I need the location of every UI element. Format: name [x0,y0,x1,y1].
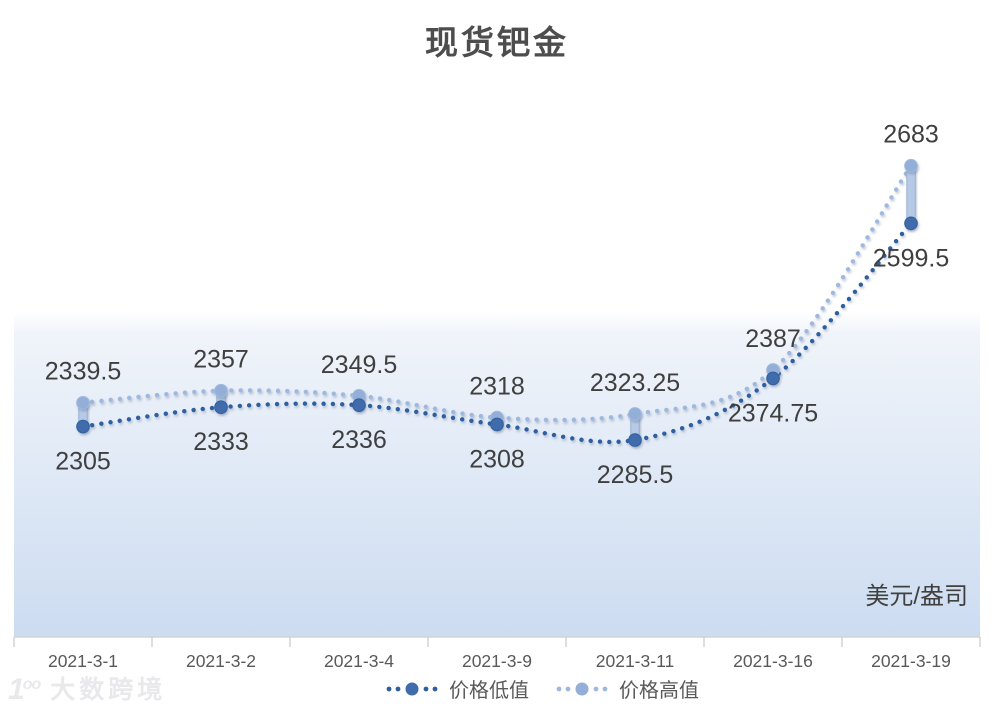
data-label-high: 2349.5 [321,351,397,379]
marker-low [628,433,642,447]
data-label-high: 2683 [883,121,939,149]
watermark: 1oo 大数跨境 [8,672,167,706]
data-label-low: 2374.75 [728,399,818,427]
x-axis-label: 2021-3-4 [324,651,394,671]
data-label-low: 2308 [469,445,525,473]
data-label-low: 2285.5 [597,461,673,489]
data-label-high: 2323.25 [590,369,680,397]
x-axis-label: 2021-3-9 [462,651,532,671]
x-axis-label: 2021-3-16 [733,651,813,671]
marker-high [628,407,642,421]
watermark-text: 大数跨境 [50,676,167,704]
marker-low [214,400,228,415]
marker-low [766,371,780,386]
data-label-high: 2339.5 [45,358,121,386]
x-axis-label: 2021-3-1 [48,651,118,671]
chart-title: 现货钯金 [425,24,569,61]
data-label-low: 2333 [193,428,249,456]
x-axis-label: 2021-3-2 [186,651,256,671]
data-label-high: 2387 [745,325,801,353]
x-axis-label: 2021-3-11 [596,651,675,671]
data-label-high: 2318 [469,373,525,401]
chart-legend: 价格低值 价格高值 [0,674,994,703]
legend-swatch-high-icon [556,682,608,695]
marker-low [76,419,90,434]
watermark-logo: 1oo [8,673,41,706]
marker-low [904,216,918,231]
x-axis-label: 2021-3-19 [871,651,951,671]
data-label-high: 2357 [193,346,249,374]
legend-item-low: 价格低值 [385,674,529,703]
legend-swatch-low-icon [386,682,438,695]
marker-low [352,398,366,412]
marker-high [904,158,918,173]
legend-label-low: 价格低值 [449,680,529,702]
data-label-low: 2305 [55,448,111,476]
legend-item-high: 价格高值 [555,674,699,703]
data-label-low: 2599.5 [873,244,949,272]
marker-low [490,417,504,432]
marker-high [76,395,90,410]
legend-label-high: 价格高值 [619,680,699,702]
data-label-low: 2336 [331,426,387,454]
marker-high [214,383,228,398]
plot-area [14,85,980,637]
unit-label: 美元/盎司 [865,583,968,610]
